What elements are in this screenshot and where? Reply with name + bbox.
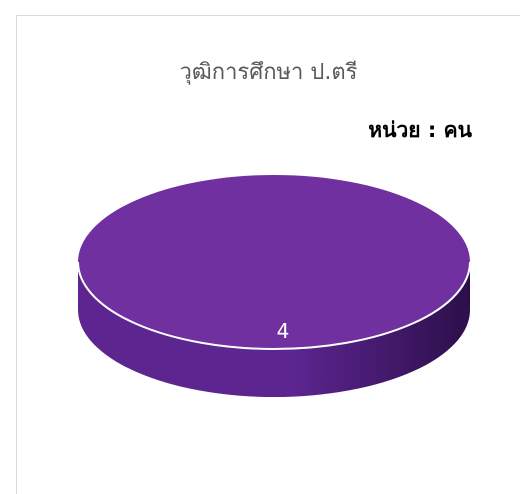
pie-data-label: 4 — [277, 319, 290, 343]
pie-slice-side — [78, 262, 470, 397]
pie-rim — [77, 261, 471, 350]
pie-slice — [78, 175, 470, 349]
unit-label: หน่วย : คน — [368, 118, 472, 142]
chart-title: วุฒิการศึกษา ป.ตรี — [179, 60, 358, 85]
